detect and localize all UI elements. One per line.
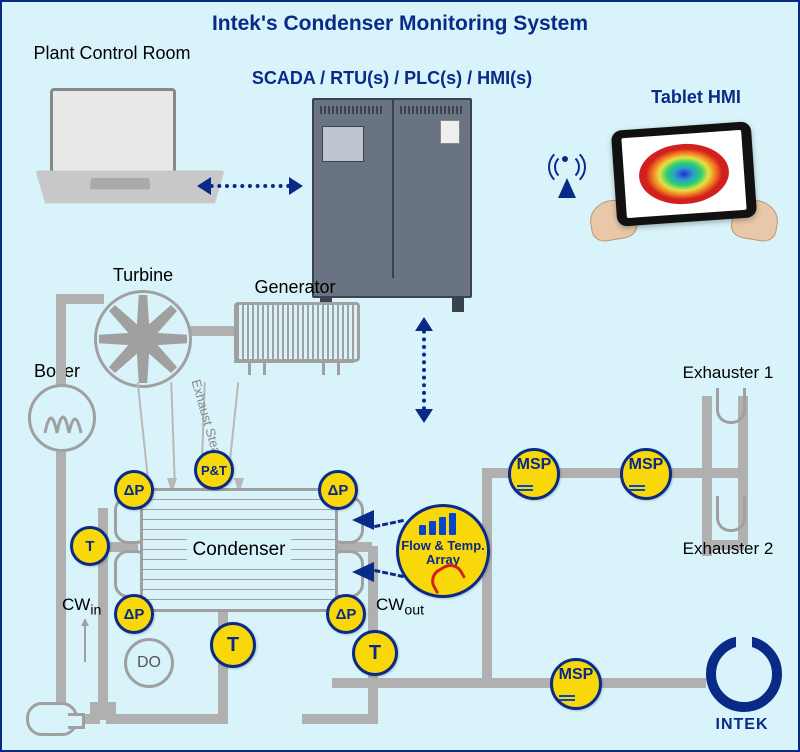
scada-label: SCADA / RTU(s) / PLC(s) / HMI(s): [242, 68, 542, 89]
tablet-icon: [594, 116, 774, 236]
flow-temp-array-sensor: Flow & Temp. Array: [396, 504, 490, 598]
condenser-icon: Condenser: [140, 488, 338, 612]
msp-sensor: MSP: [508, 448, 560, 500]
dp-sensor: ΔP: [114, 470, 154, 510]
turbine-icon: [94, 290, 192, 388]
exhauster-icon: [716, 496, 746, 532]
pt-sensor: P&T: [194, 450, 234, 490]
arrow-laptop-cabinet: [202, 184, 298, 188]
intek-logo: INTEK: [706, 636, 778, 734]
title: Intek's Condenser Monitoring System: [2, 12, 798, 36]
do-sensor: DO: [124, 638, 174, 688]
t-sensor: T: [70, 526, 110, 566]
scada-cabinet-icon: [312, 98, 472, 298]
exhaust-steam-label: Exhaust Steam: [188, 378, 206, 395]
turbine-label: Turbine: [98, 266, 188, 286]
arrow-cabinet-plant: [422, 322, 426, 418]
msp-sensor: MSP: [620, 448, 672, 500]
exhauster1-label: Exhauster 1: [668, 364, 788, 383]
boiler-icon: [28, 384, 96, 452]
pump-icon: [26, 702, 78, 736]
t-sensor: T: [352, 630, 398, 676]
flow-arrow-icon: [342, 510, 374, 530]
generator-icon: [234, 302, 360, 362]
dp-sensor: ΔP: [326, 594, 366, 634]
laptop-icon: [30, 88, 190, 218]
dp-sensor: ΔP: [114, 594, 154, 634]
condenser-label: Condenser: [187, 537, 292, 563]
cw-out-label: CWout: [376, 596, 424, 619]
dp-sensor: ΔP: [318, 470, 358, 510]
diagram-frame: Intek's Condenser Monitoring System Plan…: [0, 0, 800, 752]
exhauster-icon: [716, 388, 746, 424]
wireless-icon: [540, 150, 590, 198]
t-sensor: T: [210, 622, 256, 668]
plant-control-label: Plant Control Room: [32, 44, 192, 64]
msp-sensor: MSP: [550, 658, 602, 710]
flow-arrow-icon: [342, 562, 374, 582]
generator-label: Generator: [240, 278, 350, 298]
exhauster2-label: Exhauster 2: [668, 540, 788, 559]
tablet-hmi-label: Tablet HMI: [626, 88, 766, 108]
